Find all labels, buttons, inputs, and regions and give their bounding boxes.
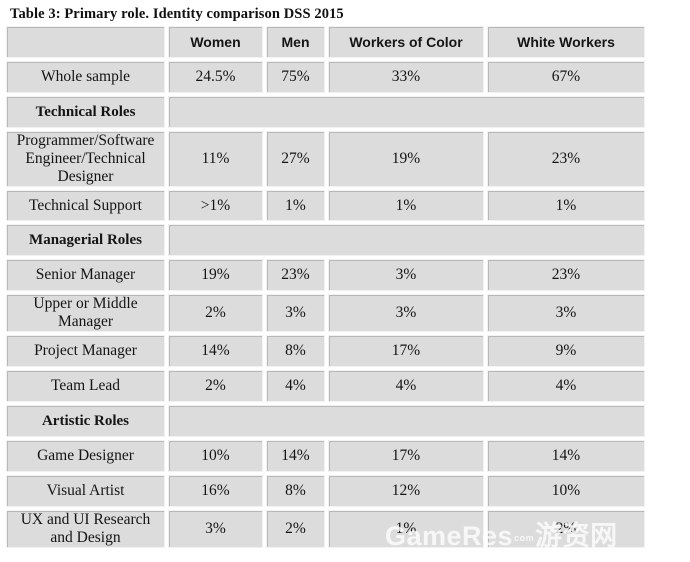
cell-women: >1% — [168, 190, 263, 221]
cell-women: 2% — [168, 294, 263, 332]
row-label: Whole sample — [6, 61, 165, 93]
table-row: Programmer/Software Engineer/Technical D… — [6, 131, 645, 187]
cell-workers-of-color: 19% — [328, 131, 484, 187]
cell-workers-of-color: 3% — [328, 259, 484, 291]
table-row: Visual Artist 16% 8% 12% 10% — [6, 475, 645, 507]
header-row: Women Men Workers of Color White Workers — [6, 26, 645, 58]
cell-white-workers: 14% — [487, 440, 645, 472]
cell-men: 8% — [266, 335, 325, 367]
cell-men: 23% — [266, 259, 325, 291]
row-label: Game Designer — [6, 440, 165, 472]
row-label: Senior Manager — [6, 259, 165, 291]
cell-men: 4% — [266, 370, 325, 402]
cell-workers-of-color: 33% — [328, 61, 484, 93]
row-label: Team Lead — [6, 370, 165, 402]
cell-women: 24.5% — [168, 61, 263, 93]
table-row: Game Designer 10% 14% 17% 14% — [6, 440, 645, 472]
header-cell-corner — [6, 26, 165, 58]
table-row: Senior Manager 19% 23% 3% 23% — [6, 259, 645, 291]
header-cell-women: Women — [168, 26, 263, 58]
table-row: Upper or Middle Manager 2% 3% 3% 3% — [6, 294, 645, 332]
section-filler — [168, 224, 645, 256]
table-row: Team Lead 2% 4% 4% 4% — [6, 370, 645, 402]
cell-men: 1% — [266, 190, 325, 221]
cell-men: 27% — [266, 131, 325, 187]
header-cell-white-workers: White Workers — [487, 26, 645, 58]
cell-white-workers: 1% — [487, 190, 645, 221]
cell-white-workers: 4% — [487, 370, 645, 402]
cell-workers-of-color: 1% — [328, 510, 484, 548]
cell-women: 10% — [168, 440, 263, 472]
table-row: Technical Support >1% 1% 1% 1% — [6, 190, 645, 221]
cell-workers-of-color: 4% — [328, 370, 484, 402]
section-filler — [168, 405, 645, 437]
cell-white-workers: 67% — [487, 61, 645, 93]
header-cell-men: Men — [266, 26, 325, 58]
role-comparison-table: Women Men Workers of Color White Workers… — [3, 23, 648, 551]
cell-women: 16% — [168, 475, 263, 507]
table-caption: Table 3: Primary role. Identity comparis… — [10, 6, 344, 22]
cell-white-workers: 9% — [487, 335, 645, 367]
header-cell-workers-of-color: Workers of Color — [328, 26, 484, 58]
cell-workers-of-color: 17% — [328, 440, 484, 472]
cell-workers-of-color: 1% — [328, 190, 484, 221]
cell-men: 8% — [266, 475, 325, 507]
cell-workers-of-color: 3% — [328, 294, 484, 332]
cell-white-workers: 3% — [487, 294, 645, 332]
cell-women: 3% — [168, 510, 263, 548]
row-label: Programmer/Software Engineer/Technical D… — [6, 131, 165, 187]
cell-men: 2% — [266, 510, 325, 548]
cell-workers-of-color: 17% — [328, 335, 484, 367]
table-row: Whole sample 24.5% 75% 33% 67% — [6, 61, 645, 93]
cell-white-workers: 23% — [487, 259, 645, 291]
cell-women: 19% — [168, 259, 263, 291]
row-label: Visual Artist — [6, 475, 165, 507]
cell-women: 2% — [168, 370, 263, 402]
row-label: UX and UI Research and Design — [6, 510, 165, 548]
cell-white-workers: 2% — [487, 510, 645, 548]
row-label: Upper or Middle Manager — [6, 294, 165, 332]
cell-women: 11% — [168, 131, 263, 187]
section-label: Technical Roles — [6, 96, 165, 128]
section-label: Managerial Roles — [6, 224, 165, 256]
section-row: Technical Roles — [6, 96, 645, 128]
cell-women: 14% — [168, 335, 263, 367]
cell-white-workers: 10% — [487, 475, 645, 507]
section-row: Managerial Roles — [6, 224, 645, 256]
cell-men: 14% — [266, 440, 325, 472]
table-row: UX and UI Research and Design 3% 2% 1% 2… — [6, 510, 645, 548]
cell-men: 75% — [266, 61, 325, 93]
section-label: Artistic Roles — [6, 405, 165, 437]
cell-white-workers: 23% — [487, 131, 645, 187]
cell-men: 3% — [266, 294, 325, 332]
section-filler — [168, 96, 645, 128]
row-label: Project Manager — [6, 335, 165, 367]
cell-workers-of-color: 12% — [328, 475, 484, 507]
table-row: Project Manager 14% 8% 17% 9% — [6, 335, 645, 367]
row-label: Technical Support — [6, 190, 165, 221]
section-row: Artistic Roles — [6, 405, 645, 437]
